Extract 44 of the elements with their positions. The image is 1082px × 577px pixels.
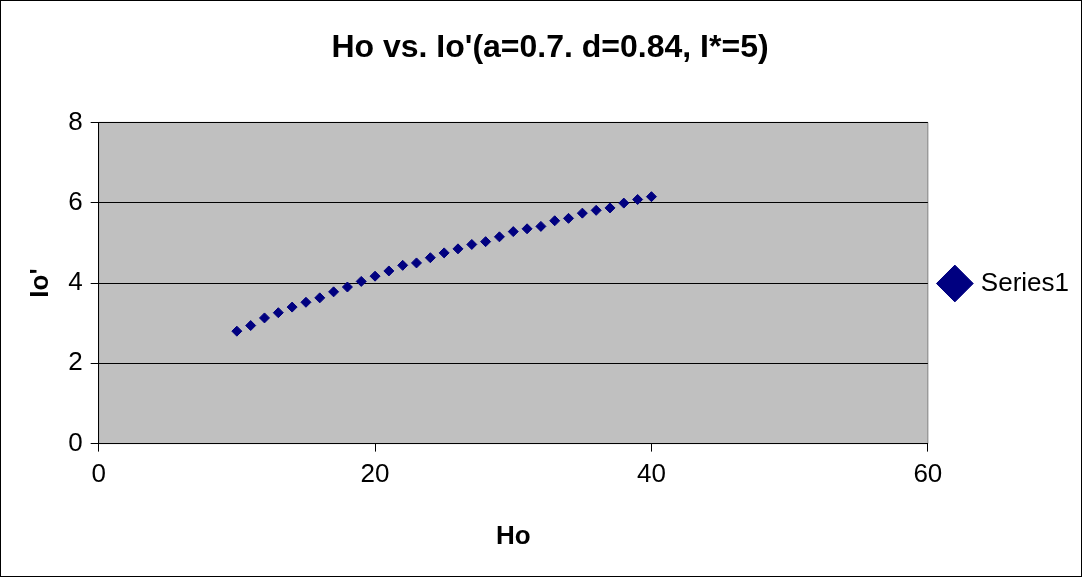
point xyxy=(300,296,312,308)
point xyxy=(466,238,478,250)
point xyxy=(369,270,381,282)
point xyxy=(576,207,588,219)
legend-label: Series1 xyxy=(980,266,1069,297)
point xyxy=(397,259,409,271)
point xyxy=(645,191,657,203)
point xyxy=(272,307,284,319)
point xyxy=(411,257,423,269)
point xyxy=(618,197,630,209)
point xyxy=(245,320,257,332)
point xyxy=(355,275,367,287)
y-tick-label: 0 xyxy=(68,426,83,457)
x-axis-title: Ho xyxy=(495,519,531,550)
point xyxy=(438,247,450,259)
point xyxy=(535,220,547,232)
y-tick-label: 8 xyxy=(68,105,83,136)
y-tick-label: 2 xyxy=(68,346,83,377)
point xyxy=(549,215,561,227)
point xyxy=(341,281,353,293)
point xyxy=(604,202,616,214)
x-tick-label: 60 xyxy=(913,458,943,489)
x-tick-label: 40 xyxy=(636,458,666,489)
point xyxy=(452,243,464,255)
point xyxy=(563,212,575,224)
x-tick-label: 20 xyxy=(360,458,390,489)
point xyxy=(328,286,340,298)
point xyxy=(480,236,492,248)
x-tick-label: 0 xyxy=(91,458,106,489)
point xyxy=(231,325,243,337)
point xyxy=(493,231,505,243)
point xyxy=(632,193,644,205)
point xyxy=(521,223,533,235)
y-tick-label: 6 xyxy=(68,185,83,216)
point xyxy=(590,204,602,216)
point xyxy=(507,226,519,238)
y-axis-title: Io' xyxy=(23,268,54,298)
y-tick-label: 4 xyxy=(68,266,83,297)
point xyxy=(286,301,298,313)
point xyxy=(314,292,326,304)
point xyxy=(259,312,270,324)
chart-title: Ho vs. Io'(a=0.7. d=0.84, I*=5) xyxy=(331,28,769,65)
point xyxy=(424,252,436,264)
point xyxy=(383,265,395,277)
